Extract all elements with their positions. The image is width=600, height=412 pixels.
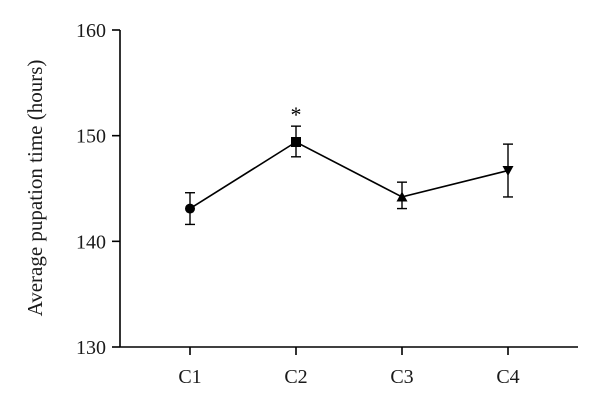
- x-tick-label-c4: C4: [496, 366, 519, 388]
- point-c2: [291, 137, 301, 148]
- y-tick-label-130: 130: [76, 337, 106, 359]
- point-c4: [502, 166, 514, 177]
- error-bars: [185, 125, 513, 226]
- series-lines: [189, 141, 509, 210]
- annotations: *: [291, 102, 302, 127]
- x-tick-label-c2: C2: [284, 366, 307, 388]
- series-line: [189, 141, 509, 210]
- x-ticks: C1 C2 C3 C4: [178, 347, 520, 388]
- y-tick-label-150: 150: [76, 126, 106, 148]
- y-tick-label-140: 140: [76, 231, 106, 253]
- point-c3: [396, 191, 408, 202]
- x-tick-label-c3: C3: [390, 366, 413, 388]
- point-c1: [185, 203, 195, 214]
- series-markers: [185, 137, 514, 214]
- x-tick-label-c1: C1: [178, 366, 201, 388]
- y-axis-title: Average pupation time (hours): [23, 60, 47, 317]
- y-tick-label-160: 160: [76, 20, 106, 42]
- annotation-c2: *: [291, 102, 302, 127]
- y-ticks: 130 140 150 160: [76, 20, 120, 359]
- axes: [119, 30, 578, 348]
